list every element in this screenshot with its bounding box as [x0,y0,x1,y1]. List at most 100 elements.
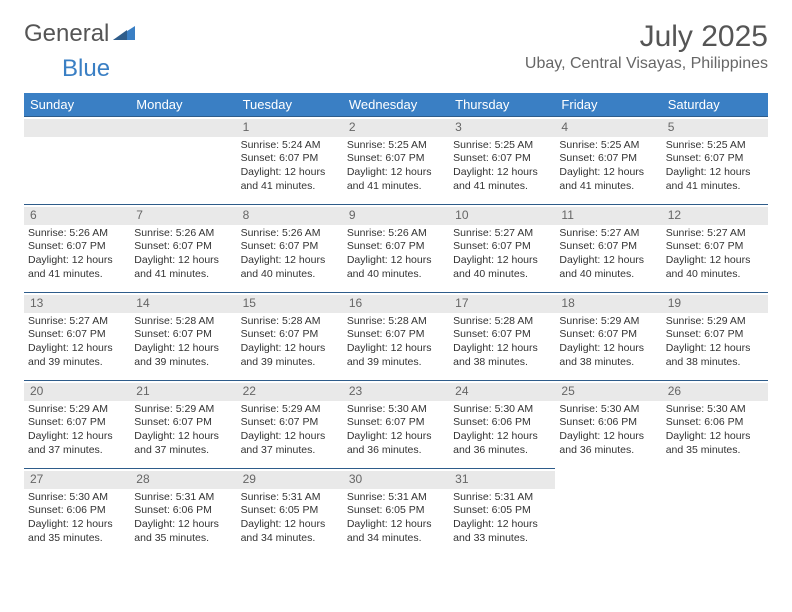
calendar-cell: 22Sunrise: 5:29 AMSunset: 6:07 PMDayligh… [237,380,343,468]
daylight-line: Daylight: 12 hours and 41 minutes. [241,166,339,193]
daylight-line: Daylight: 12 hours and 40 minutes. [241,254,339,281]
day-number: 3 [449,119,555,137]
weekday-header: Saturday [662,93,768,116]
calendar-cell: 31Sunrise: 5:31 AMSunset: 6:05 PMDayligh… [449,468,555,556]
sunset-line: Sunset: 6:06 PM [559,416,657,430]
day-number: 18 [555,295,661,313]
sunrise-line: Sunrise: 5:31 AM [134,491,232,505]
daylight-line: Daylight: 12 hours and 33 minutes. [453,518,551,545]
sunrise-line: Sunrise: 5:25 AM [347,139,445,153]
sunset-line: Sunset: 6:07 PM [347,416,445,430]
sunrise-line: Sunrise: 5:30 AM [28,491,126,505]
daylight-line: Daylight: 12 hours and 37 minutes. [134,430,232,457]
weekday-header: Wednesday [343,93,449,116]
daylight-line: Daylight: 12 hours and 37 minutes. [28,430,126,457]
daylight-line: Daylight: 12 hours and 35 minutes. [666,430,764,457]
sunrise-line: Sunrise: 5:26 AM [134,227,232,241]
sunrise-line: Sunrise: 5:26 AM [347,227,445,241]
calendar-cell: 3Sunrise: 5:25 AMSunset: 6:07 PMDaylight… [449,116,555,204]
day-number: 24 [449,383,555,401]
day-number: 17 [449,295,555,313]
day-number: 26 [662,383,768,401]
calendar-cell: 12Sunrise: 5:27 AMSunset: 6:07 PMDayligh… [662,204,768,292]
page: General July 2025 Ubay, Central Visayas,… [0,0,792,576]
title-block: July 2025 Ubay, Central Visayas, Philipp… [525,20,768,73]
calendar-cell-empty [24,116,130,204]
sunrise-line: Sunrise: 5:27 AM [559,227,657,241]
daylight-line: Daylight: 12 hours and 40 minutes. [559,254,657,281]
sunset-line: Sunset: 6:07 PM [28,240,126,254]
calendar-cell-empty [130,116,236,204]
calendar-cell: 19Sunrise: 5:29 AMSunset: 6:07 PMDayligh… [662,292,768,380]
daylight-line: Daylight: 12 hours and 34 minutes. [241,518,339,545]
calendar-cell: 20Sunrise: 5:29 AMSunset: 6:07 PMDayligh… [24,380,130,468]
sunrise-line: Sunrise: 5:26 AM [241,227,339,241]
day-number: 6 [24,207,130,225]
sunset-line: Sunset: 6:06 PM [134,504,232,518]
sunrise-line: Sunrise: 5:30 AM [453,403,551,417]
daylight-line: Daylight: 12 hours and 40 minutes. [347,254,445,281]
logo: General [24,20,137,48]
day-number: 9 [343,207,449,225]
sunset-line: Sunset: 6:07 PM [559,328,657,342]
sunrise-line: Sunrise: 5:25 AM [559,139,657,153]
weekday-header: Thursday [449,93,555,116]
calendar-cell: 15Sunrise: 5:28 AMSunset: 6:07 PMDayligh… [237,292,343,380]
daylight-line: Daylight: 12 hours and 41 minutes. [666,166,764,193]
calendar-cell: 23 Sunrise: 5:30 AMSunset: 6:07 PMDayligh… [343,380,449,468]
sunrise-line: Sunrise: 5:29 AM [28,403,126,417]
calendar-cell: 10Sunrise: 5:27 AMSunset: 6:07 PMDayligh… [449,204,555,292]
sunrise-line: Sunrise: 5:28 AM [134,315,232,329]
sunset-line: Sunset: 6:06 PM [666,416,764,430]
calendar-cell: 2Sunrise: 5:25 AMSunset: 6:07 PMDaylight… [343,116,449,204]
sunrise-line: Sunrise: 5:31 AM [453,491,551,505]
sunrise-line: Sunrise: 5:28 AM [453,315,551,329]
sunset-line: Sunset: 6:07 PM [666,240,764,254]
sunset-line: Sunset: 6:07 PM [241,328,339,342]
day-number: 1 [237,119,343,137]
location-label: Ubay, Central Visayas, Philippines [525,55,768,73]
calendar-cell: 28Sunrise: 5:31 AMSunset: 6:06 PMDayligh… [130,468,236,556]
daylight-line: Daylight: 12 hours and 38 minutes. [559,342,657,369]
sunrise-line: Sunrise: 5:28 AM [241,315,339,329]
logo-triangle-icon [113,24,135,45]
day-number: 14 [130,295,236,313]
sunrise-line: Sunrise: 5:27 AM [28,315,126,329]
sunrise-line: Sunrise: 5:30 AM [559,403,657,417]
calendar-cell: 8Sunrise: 5:26 AMSunset: 6:07 PMDaylight… [237,204,343,292]
calendar-cell: 30Sunrise: 5:31 AMSunset: 6:05 PMDayligh… [343,468,449,556]
day-number: 25 [555,383,661,401]
sunset-line: Sunset: 6:07 PM [559,152,657,166]
sunset-line: Sunset: 6:05 PM [241,504,339,518]
sunset-line: Sunset: 6:05 PM [347,504,445,518]
sunset-line: Sunset: 6:07 PM [347,152,445,166]
daylight-line: Daylight: 12 hours and 40 minutes. [453,254,551,281]
daylight-line: Daylight: 12 hours and 39 minutes. [347,342,445,369]
daylight-line: Daylight: 12 hours and 41 minutes. [347,166,445,193]
sunrise-line: Sunrise: 5:30 AM [347,403,445,417]
calendar-grid: SundayMondayTuesdayWednesdayThursdayFrid… [24,93,768,556]
day-number: 19 [662,295,768,313]
day-number: 16 [343,295,449,313]
logo-text-blue: Blue [62,55,110,83]
daylight-line: Daylight: 12 hours and 36 minutes. [347,430,445,457]
daylight-line: Daylight: 12 hours and 40 minutes. [666,254,764,281]
day-number: 23 [343,383,449,401]
day-number: 28 [130,471,236,489]
sunset-line: Sunset: 6:07 PM [453,328,551,342]
sunset-line: Sunset: 6:07 PM [134,240,232,254]
sunset-line: Sunset: 6:07 PM [28,416,126,430]
calendar-cell: 16Sunrise: 5:28 AMSunset: 6:07 PMDayligh… [343,292,449,380]
daylight-line: Daylight: 12 hours and 36 minutes. [453,430,551,457]
day-number: 29 [237,471,343,489]
daylight-line: Daylight: 12 hours and 37 minutes. [241,430,339,457]
day-number: 27 [24,471,130,489]
day-number: 22 [237,383,343,401]
calendar-cell: 25 Sunrise: 5:30 AMSunset: 6:06 PMDayligh… [555,380,661,468]
day-number: 12 [662,207,768,225]
daylight-line: Daylight: 12 hours and 41 minutes. [453,166,551,193]
daylight-line: Daylight: 12 hours and 36 minutes. [559,430,657,457]
sunrise-line: Sunrise: 5:31 AM [347,491,445,505]
calendar-cell: 14Sunrise: 5:28 AMSunset: 6:07 PMDayligh… [130,292,236,380]
page-title: July 2025 [525,20,768,53]
